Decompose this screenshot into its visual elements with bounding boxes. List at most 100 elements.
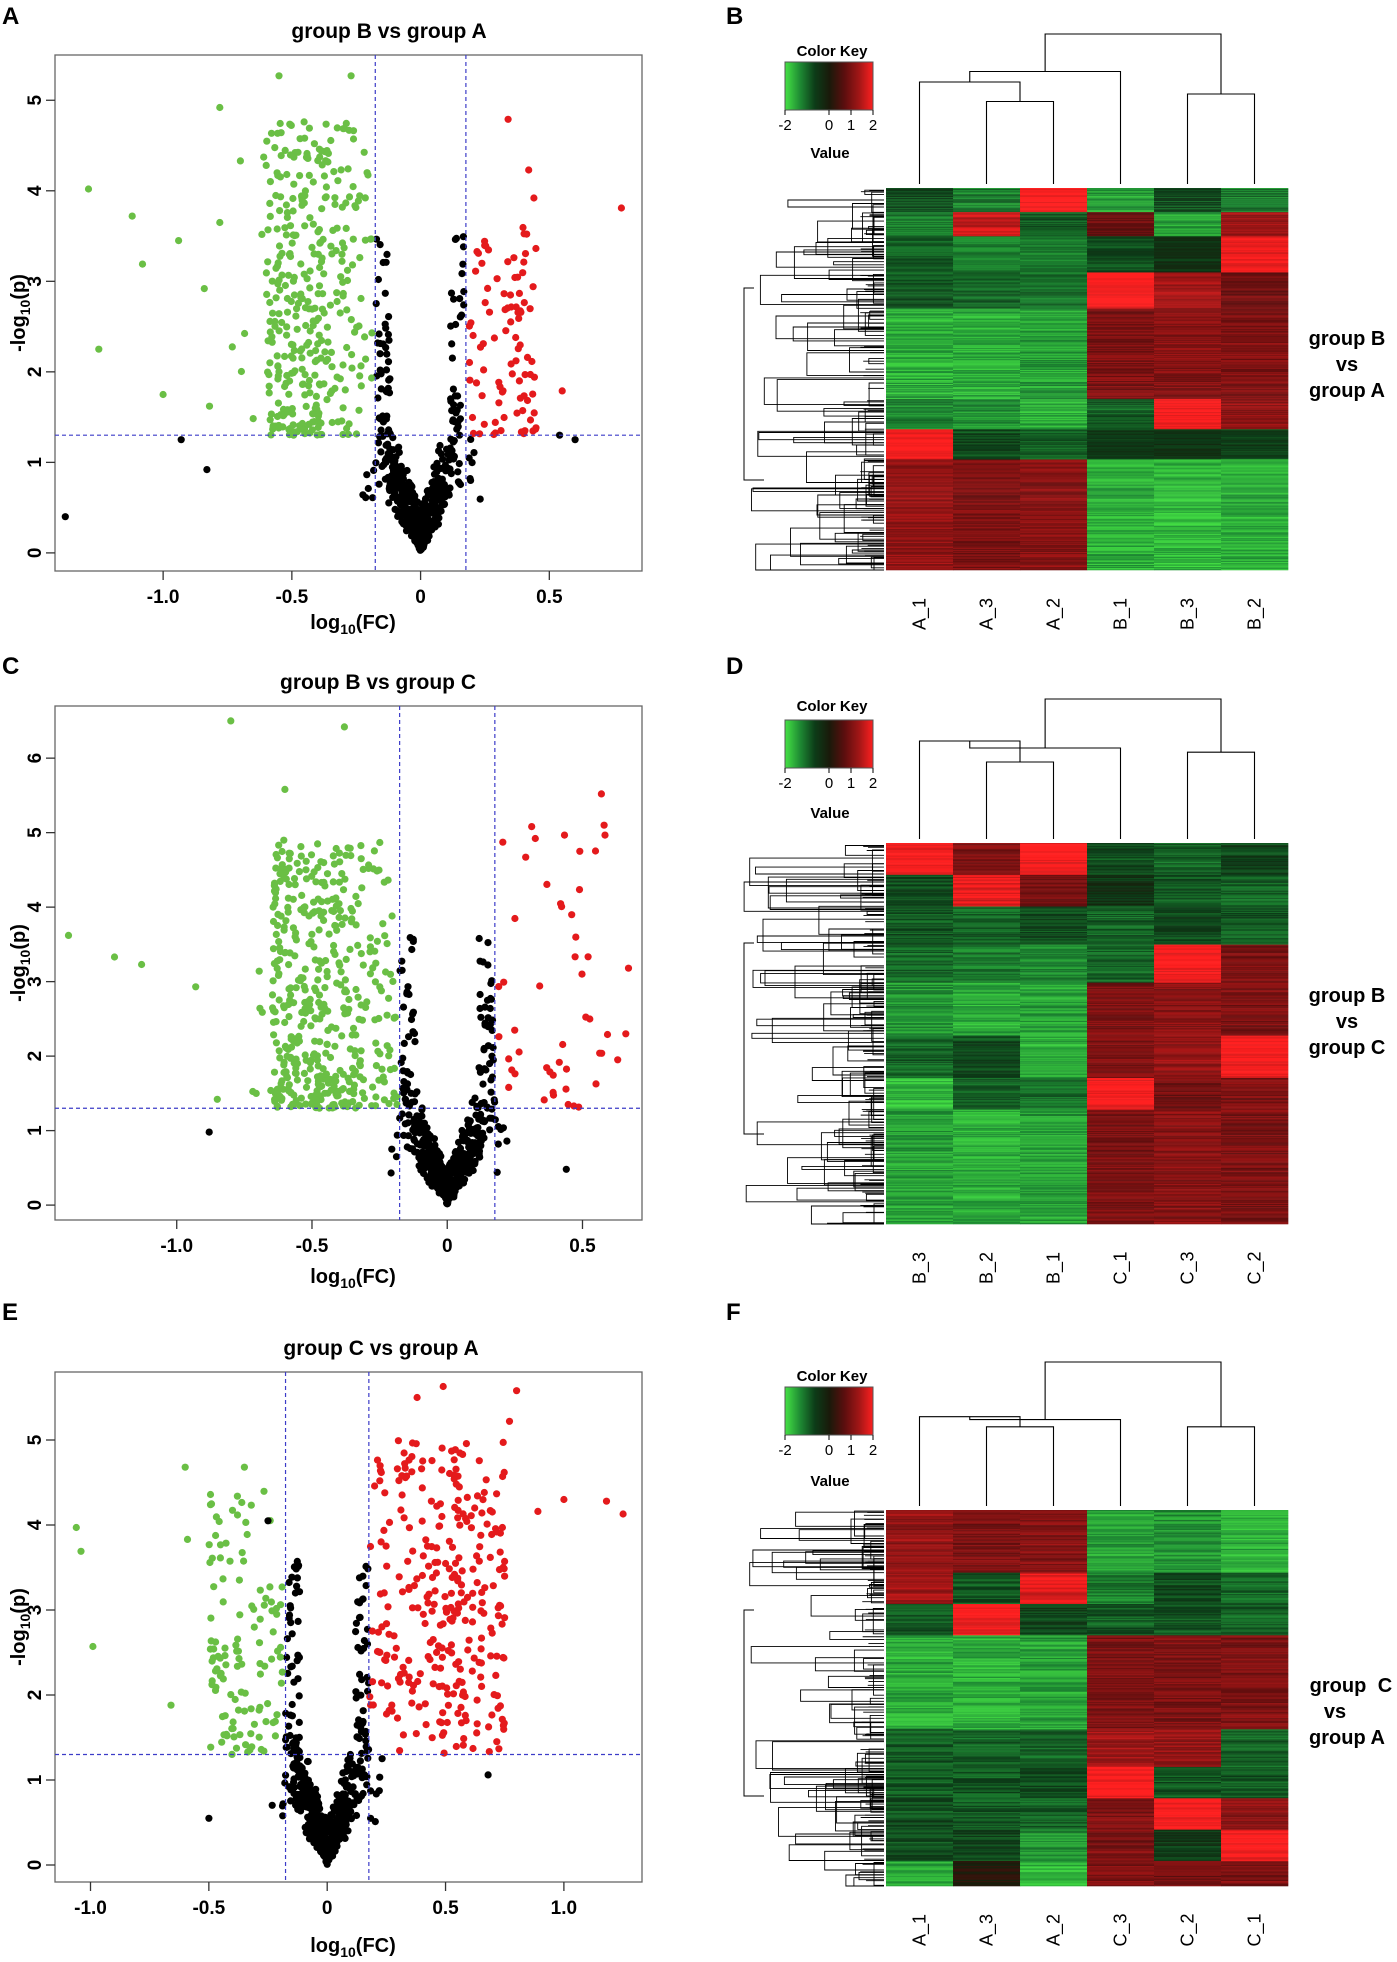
scatter-point-red bbox=[443, 1684, 451, 1692]
scatter-point-black bbox=[442, 467, 450, 475]
scatter-point-green bbox=[298, 201, 306, 209]
scatter-point-green bbox=[277, 1601, 285, 1609]
scatter-point-black bbox=[476, 957, 484, 965]
scatter-point-red bbox=[447, 1589, 455, 1597]
scatter-point-red bbox=[500, 413, 508, 422]
scatter-point-black bbox=[414, 508, 422, 517]
scatter-point-red bbox=[506, 291, 515, 299]
scatter-point-green bbox=[275, 242, 284, 250]
scatter-point-black bbox=[332, 1827, 340, 1835]
scatter-point-green bbox=[272, 930, 280, 939]
scatter-point-black bbox=[437, 450, 445, 458]
scatter-point-black bbox=[294, 1617, 302, 1625]
scatter-point-black bbox=[389, 457, 397, 465]
scatter-point-green bbox=[340, 244, 348, 252]
scatter-point-black bbox=[61, 513, 69, 521]
scatter-point-black bbox=[465, 1118, 473, 1127]
scatter-point-green bbox=[350, 1090, 358, 1098]
scatter-point-green bbox=[302, 321, 310, 330]
y-tick-label: 4 bbox=[25, 1519, 46, 1530]
scatter-point-red bbox=[529, 390, 537, 398]
scatter-point-green bbox=[285, 1081, 293, 1089]
scatter-point-green bbox=[298, 365, 306, 373]
scatter-point-red bbox=[456, 1665, 464, 1673]
scatter-point-black bbox=[450, 295, 458, 303]
scatter-point-red bbox=[478, 259, 486, 267]
scatter-point-green bbox=[238, 1498, 246, 1507]
scatter-point-green bbox=[285, 961, 293, 969]
scatter-point-black bbox=[370, 466, 378, 474]
scatter-point-green bbox=[306, 284, 314, 292]
scatter-point-black bbox=[455, 1168, 463, 1176]
scatter-point-red bbox=[419, 1552, 427, 1560]
scatter-point-green bbox=[286, 250, 294, 258]
scatter-point-green bbox=[274, 280, 282, 288]
scatter-point-green bbox=[328, 387, 336, 395]
scatter-point-red bbox=[586, 1015, 594, 1023]
scatter-point-green bbox=[250, 1623, 258, 1631]
scatter-point-red bbox=[511, 1026, 519, 1034]
scatter-point-black bbox=[443, 445, 451, 453]
scatter-point-red bbox=[467, 1524, 475, 1532]
scatter-point-black bbox=[450, 437, 458, 445]
scatter-point-red bbox=[421, 1700, 429, 1708]
scatter-point-black bbox=[343, 1762, 351, 1770]
scatter-point-red bbox=[505, 1083, 513, 1091]
scatter-point-black bbox=[387, 1169, 395, 1177]
scatter-point-green bbox=[309, 220, 317, 228]
scatter-point-black bbox=[381, 289, 389, 297]
scatter-point-green bbox=[273, 352, 281, 360]
scatter-point-black bbox=[412, 537, 420, 545]
scatter-point-green bbox=[314, 423, 322, 431]
scatter-point-green bbox=[345, 995, 353, 1004]
y-tick-label: 0 bbox=[25, 1200, 46, 1211]
scatter-point-green bbox=[330, 860, 338, 868]
scatter-point-red bbox=[416, 1670, 424, 1678]
scatter-point-black bbox=[425, 509, 433, 518]
scatter-point-green bbox=[89, 1642, 97, 1651]
scatter-point-red bbox=[499, 838, 507, 846]
scatter-point-black bbox=[400, 1039, 408, 1047]
scatter-point-green bbox=[333, 297, 341, 306]
scatter-point-green bbox=[277, 152, 285, 160]
scatter-point-green bbox=[346, 945, 354, 954]
scatter-point-green bbox=[288, 405, 296, 413]
scatter-point-green bbox=[309, 317, 317, 325]
scatter-point-black bbox=[409, 1010, 417, 1018]
scatter-point-black bbox=[437, 1188, 445, 1196]
scatter-point-red bbox=[467, 319, 475, 327]
scatter-point-green bbox=[289, 231, 297, 239]
scatter-point-black bbox=[480, 1044, 488, 1053]
scatter-point-black bbox=[470, 449, 478, 457]
scatter-point-green bbox=[383, 940, 391, 948]
scatter-point-black bbox=[358, 1768, 366, 1776]
scatter-point-red bbox=[476, 430, 484, 438]
scatter-point-green bbox=[339, 361, 347, 369]
scatter-point-black bbox=[403, 485, 411, 493]
scatter-point-black bbox=[383, 388, 391, 396]
scatter-point-red bbox=[560, 831, 569, 839]
scatter-point-green bbox=[349, 1098, 357, 1106]
scatter-point-green bbox=[267, 1086, 275, 1095]
scatter-point-red bbox=[520, 258, 528, 266]
y-tick-label: 4 bbox=[25, 185, 46, 196]
scatter-point-green bbox=[316, 431, 324, 439]
scatter-point-green bbox=[280, 874, 288, 882]
scatter-point-red bbox=[558, 903, 566, 911]
scatter-point-black bbox=[411, 492, 419, 500]
scatter-point-red bbox=[477, 1645, 485, 1653]
scatter-point-green bbox=[304, 298, 312, 306]
scatter-point-black bbox=[405, 990, 413, 999]
scatter-point-green bbox=[375, 1014, 383, 1023]
scatter-point-red bbox=[457, 1589, 465, 1597]
scatter-point-black bbox=[358, 1749, 366, 1757]
scatter-point-black bbox=[375, 330, 383, 338]
scatter-point-green bbox=[297, 974, 305, 982]
scatter-point-green bbox=[276, 944, 284, 952]
scatter-point-black bbox=[287, 1663, 295, 1671]
scatter-point-black bbox=[450, 1193, 458, 1201]
x-axis-label: log10(FC) bbox=[310, 1935, 396, 1960]
scatter-point-green bbox=[262, 1718, 270, 1726]
scatter-point-green bbox=[207, 1614, 215, 1622]
scatter-point-green bbox=[283, 308, 292, 316]
